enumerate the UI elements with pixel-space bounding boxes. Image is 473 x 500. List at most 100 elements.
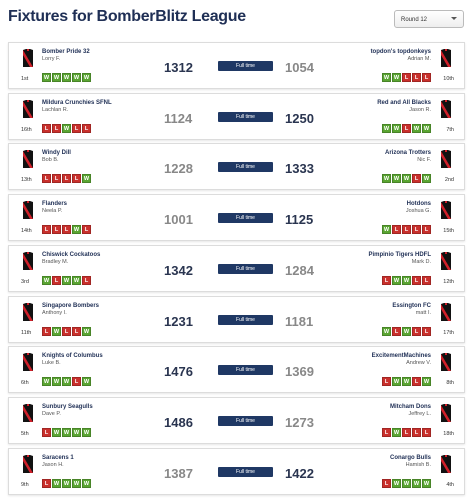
form-result: L — [392, 225, 401, 235]
fixture-row[interactable]: Singapore Bombers Anthony I. 11th L W L L W 1231… — [8, 295, 465, 343]
home-score: 1387 — [164, 465, 193, 481]
fixture-row[interactable]: Windy Dill Bob B. 13th L L L L W 1228 Full time 13… — [8, 143, 465, 191]
away-score: 1054 — [285, 60, 314, 75]
home-team: Windy Dill — [42, 150, 71, 157]
home-score: 1476 — [164, 364, 193, 380]
form-result: W — [52, 478, 61, 488]
form-result: W — [72, 275, 81, 285]
away-score: 1422 — [285, 465, 314, 481]
form-result: W — [392, 73, 401, 82]
form-result: W — [52, 427, 61, 437]
form-result: W — [72, 73, 81, 82]
form-result: W — [72, 478, 81, 488]
form-result: W — [82, 326, 91, 336]
form-result: W — [62, 427, 71, 437]
form-result: W — [402, 275, 411, 285]
form-result: W — [402, 174, 411, 184]
fixture-row[interactable]: Chiswick Cockatoos Bradley M. 3rd W L W W L 1342… — [8, 244, 465, 292]
away-team: Arizona Trotters — [384, 150, 431, 157]
form-result: W — [62, 275, 71, 285]
home-rank: 11th — [21, 329, 32, 336]
form-result: L — [382, 377, 391, 387]
home-score: 1342 — [164, 262, 193, 278]
form-result: L — [422, 275, 431, 285]
away-rank: 17th — [443, 329, 454, 336]
home-rank: 16th — [21, 126, 32, 133]
away-score: 1250 — [285, 110, 314, 126]
form-result: L — [382, 478, 391, 488]
form-result: W — [392, 174, 401, 184]
form-result: L — [412, 427, 421, 437]
fixture-row[interactable]: Sunbury Seagulls Dave P. 5th L W W W W 1486 Full … — [8, 396, 465, 444]
team-logo — [441, 353, 451, 372]
form-result: W — [42, 377, 51, 387]
status-badge: Full time — [218, 365, 273, 376]
form-result: L — [422, 326, 431, 336]
away-team: Essington FC — [392, 302, 431, 309]
status-badge: Full time — [218, 162, 273, 173]
form-result: W — [392, 275, 401, 285]
form-result: L — [42, 174, 51, 184]
fixture-row[interactable]: Knights of Columbus Luke B. 6th W W W L W 1476 Fu… — [8, 346, 465, 394]
home-coach: Neela P. — [42, 208, 63, 215]
form-result: W — [382, 123, 391, 133]
form-result: L — [402, 123, 411, 133]
fixture-row[interactable]: Mildura Crunchies SFNL Lachlan R. 16th L L W L… — [8, 92, 465, 140]
status-badge: Full time — [218, 213, 273, 224]
form-result: W — [412, 123, 421, 133]
away-score: 1369 — [285, 364, 314, 380]
team-logo — [23, 201, 33, 220]
team-logo — [23, 403, 33, 422]
form-result: W — [52, 326, 61, 336]
form-result: L — [402, 225, 411, 235]
away-coach: Jason R. — [409, 106, 431, 113]
round-select[interactable]: Round 12 — [394, 10, 464, 28]
form-result: W — [422, 377, 431, 387]
away-team: topdon's topdonkeys — [370, 49, 431, 55]
fixture-row[interactable]: Saracens 1 Jason H. 9th L W W W W 1387 Full time 1… — [8, 447, 465, 495]
form-result: L — [412, 174, 421, 184]
home-coach: Anthony I. — [42, 309, 67, 316]
fixture-row[interactable]: Bomber Pride 32 Lorry F. 1st W W W W W 1312 Full … — [8, 42, 465, 89]
away-coach: Mark D. — [411, 258, 431, 265]
team-logo — [441, 454, 451, 473]
away-rank: 15th — [443, 228, 454, 235]
form-result: W — [62, 73, 71, 82]
home-team: Knights of Columbus — [42, 353, 103, 360]
form-result: L — [382, 275, 391, 285]
form-result: W — [392, 123, 401, 133]
form-result: L — [62, 174, 71, 184]
team-logo — [441, 150, 451, 169]
home-score: 1228 — [164, 161, 193, 177]
home-coach: Bradley M. — [42, 258, 69, 265]
form-result: L — [422, 225, 431, 235]
form-result: L — [52, 225, 61, 235]
home-coach: Bob B. — [42, 157, 59, 164]
status-badge: Full time — [218, 314, 273, 325]
team-logo — [441, 201, 451, 220]
form-result: W — [82, 73, 91, 82]
form-result: W — [52, 73, 61, 82]
form-result: L — [402, 73, 411, 82]
status-badge: Full time — [218, 111, 273, 122]
away-coach: Hamish B. — [405, 461, 431, 468]
away-coach: Nic F. — [417, 157, 431, 164]
fixture-row[interactable]: Flanders Neela P. 14th L L L W L 1001 Full time 11… — [8, 194, 465, 242]
away-score: 1125 — [285, 212, 314, 228]
status-badge: Full time — [218, 263, 273, 274]
team-logo — [23, 99, 33, 118]
form-result: W — [82, 427, 91, 437]
home-score: 1124 — [164, 110, 193, 126]
form-result: W — [392, 478, 401, 488]
form-result: W — [62, 478, 71, 488]
form-result: W — [422, 174, 431, 184]
home-rank: 14th — [21, 228, 32, 235]
form-result: L — [42, 123, 51, 133]
team-logo — [441, 99, 451, 118]
form-result: W — [382, 174, 391, 184]
form-result: W — [392, 377, 401, 387]
form-result: W — [42, 73, 51, 82]
home-score: 1486 — [164, 414, 193, 430]
team-logo — [23, 353, 33, 372]
team-logo — [23, 454, 33, 473]
